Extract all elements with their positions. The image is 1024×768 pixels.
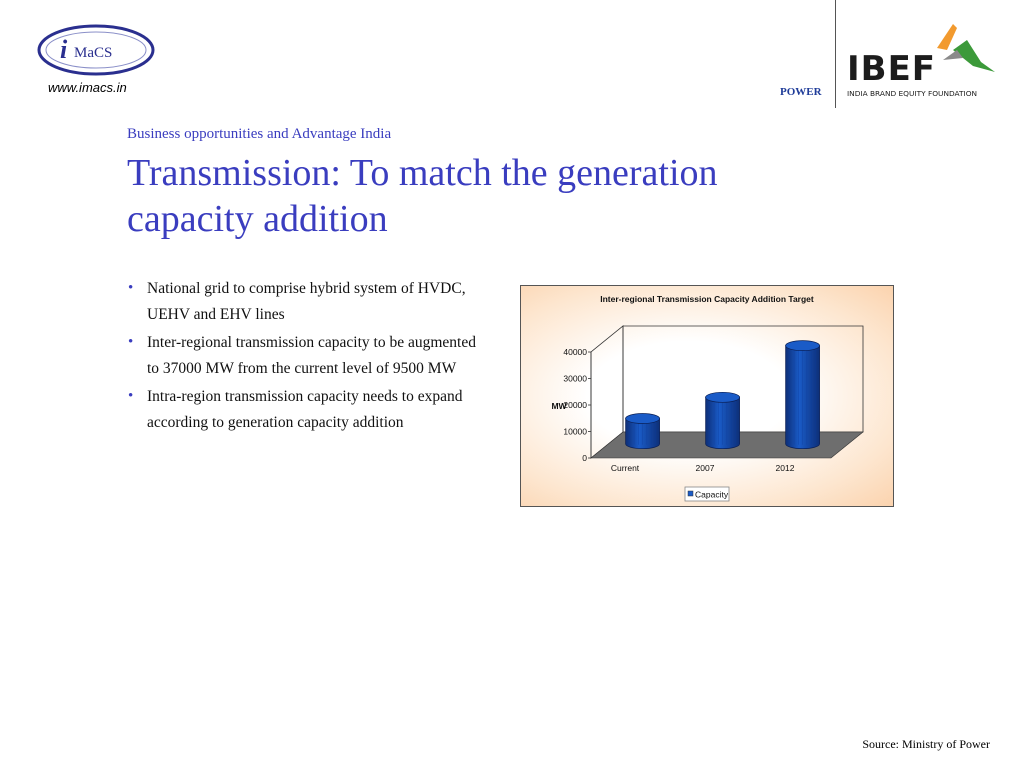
bullet-marker: • [128,388,134,404]
ibef-logo: IBEF INDIA BRAND EQUITY FOUNDATION [847,24,995,98]
legend-swatch [687,490,694,497]
imacs-url[interactable]: www.imacs.in [48,80,127,95]
chart-x-ticks: Current 2007 2012 [611,463,795,473]
bar-top [625,413,660,424]
legend-label: Capacity [695,490,729,500]
bullet-marker: • [128,280,134,296]
section-label: POWER [780,86,822,98]
chart-title: Inter-regional Transmission Capacity Add… [600,294,814,304]
svg-text:IBEF: IBEF [847,49,936,89]
bar-top [785,340,820,352]
chart-back-wall [622,325,864,433]
bullet-list: • National grid to comprise hybrid syste… [128,276,478,438]
chart-legend: Capacity [684,486,730,502]
bar-top [705,391,740,403]
svg-text:INDIA BRAND EQUITY FOUNDATION: INDIA BRAND EQUITY FOUNDATION [847,89,977,98]
slide-title: Transmission: To match the generation ca… [127,152,718,240]
bullet-item: • National grid to comprise hybrid syste… [128,276,478,327]
chart-svg: Inter-regional Transmission Capacity Add… [551,294,864,502]
bullet-marker: • [128,334,134,350]
svg-text:MaCS: MaCS [74,45,112,61]
bullet-item: • Intra-region transmission capacity nee… [128,384,478,435]
x-tick-label: 2012 [776,463,795,473]
chart-bars [625,340,820,450]
svg-text:i: i [60,35,68,64]
source-note: Source: Ministry of Power [862,737,990,751]
capacity-chart: Inter-regional Transmission Capacity Add… [520,285,894,507]
bullet-text: Inter-regional transmission capacity to … [147,334,476,377]
x-tick-label: 2007 [696,463,715,473]
chart-y-ticks: 0 10000 20000 30000 40000 [563,347,591,463]
slide-subtitle: Business opportunities and Advantage Ind… [127,126,392,142]
header-divider [835,0,836,108]
x-tick-label: Current [611,463,640,473]
imacs-logo: i MaCS [37,24,155,76]
bullet-text: National grid to comprise hybrid system … [147,280,466,323]
y-tick-label: 30000 [563,374,587,384]
bullet-item: • Inter-regional transmission capacity t… [128,330,478,381]
y-tick-label: 0 [582,453,587,463]
y-tick-label: 40000 [563,347,587,357]
bullet-text: Intra-region transmission capacity needs… [147,388,463,431]
y-tick-label: 10000 [563,427,587,437]
y-axis-label: MW [551,401,567,411]
legend-box [684,486,730,502]
y-tick-label: 20000 [563,400,587,410]
